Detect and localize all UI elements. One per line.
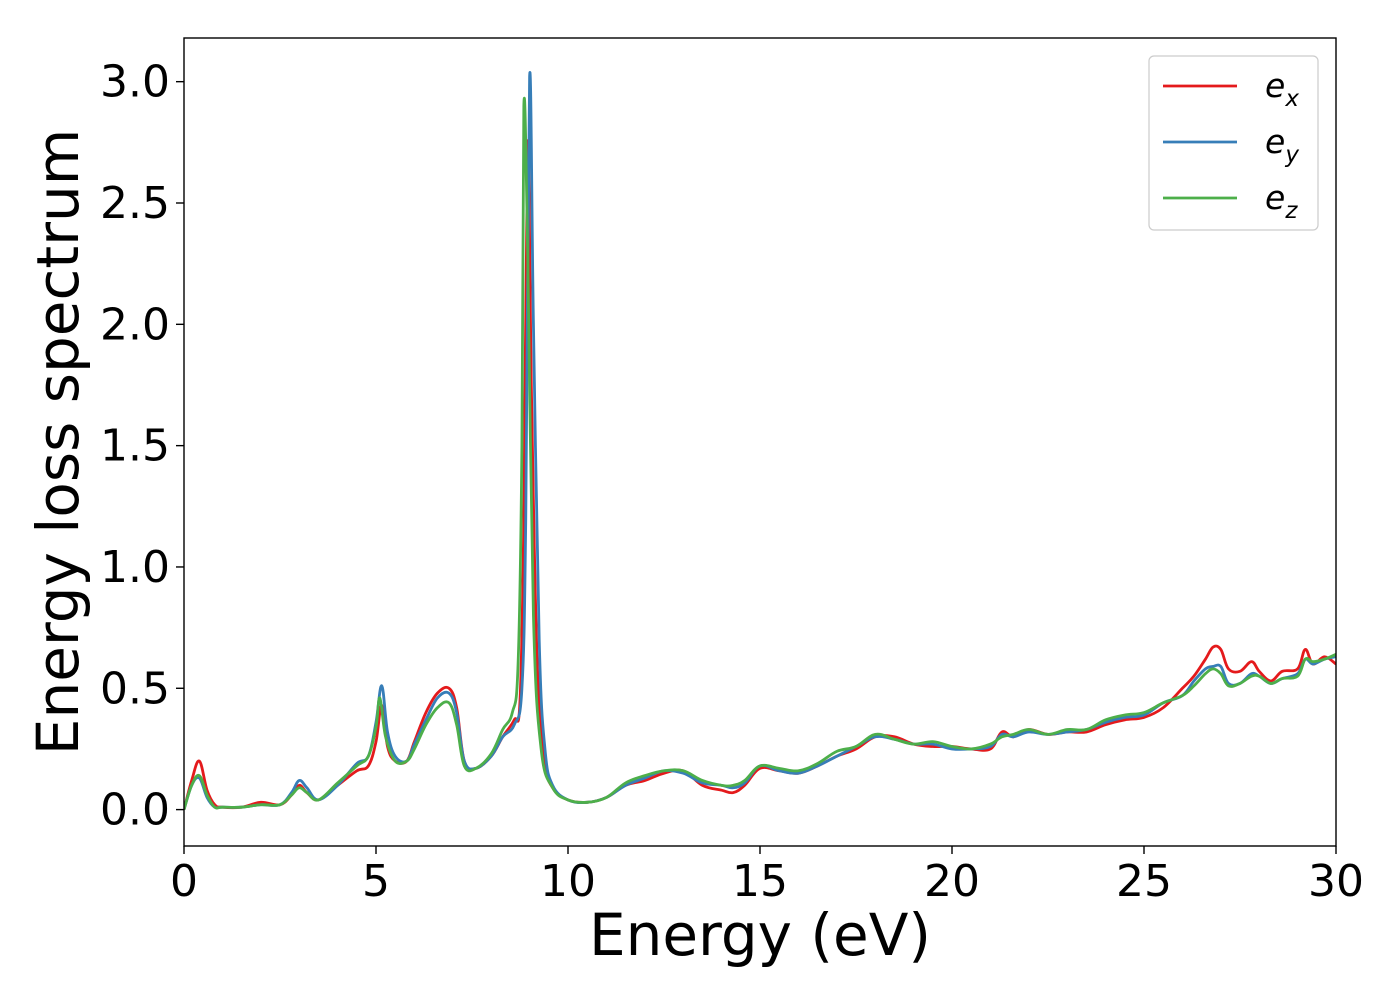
y-tick-label: 2.0 xyxy=(100,299,170,350)
x-tick-label: 20 xyxy=(924,856,980,907)
x-tick-label: 10 xyxy=(540,856,596,907)
x-axis-title: Energy (eV) xyxy=(589,901,931,969)
x-axis-ticks: 0 5 10 15 20 25 30 xyxy=(170,846,1364,907)
series-line-z xyxy=(184,96,1336,811)
series-layer xyxy=(184,71,1336,811)
y-tick-label: 0.5 xyxy=(100,663,170,714)
y-tick-label: 2.5 xyxy=(100,178,170,229)
x-tick-label: 30 xyxy=(1308,856,1364,907)
legend-label-z: ez xyxy=(1265,178,1298,224)
legend-label-y: ey xyxy=(1265,122,1299,168)
y-tick-label: 1.5 xyxy=(100,421,170,472)
x-tick-label: 5 xyxy=(362,856,390,907)
y-tick-label: 1.0 xyxy=(100,542,170,593)
y-tick-label: 3.0 xyxy=(100,57,170,108)
y-axis-title: Energy loss spectrum xyxy=(24,129,92,755)
y-tick-label: 0.0 xyxy=(100,785,170,836)
legend-label-x: ex xyxy=(1265,66,1299,112)
x-tick-label: 25 xyxy=(1116,856,1172,907)
x-tick-label: 15 xyxy=(732,856,788,907)
series-line-x xyxy=(184,139,1336,810)
y-axis-ticks: 0.0 0.5 1.0 1.5 2.0 2.5 3.0 xyxy=(100,57,184,836)
x-tick-label: 0 xyxy=(170,856,198,907)
legend: ex ey ez xyxy=(1148,55,1319,231)
